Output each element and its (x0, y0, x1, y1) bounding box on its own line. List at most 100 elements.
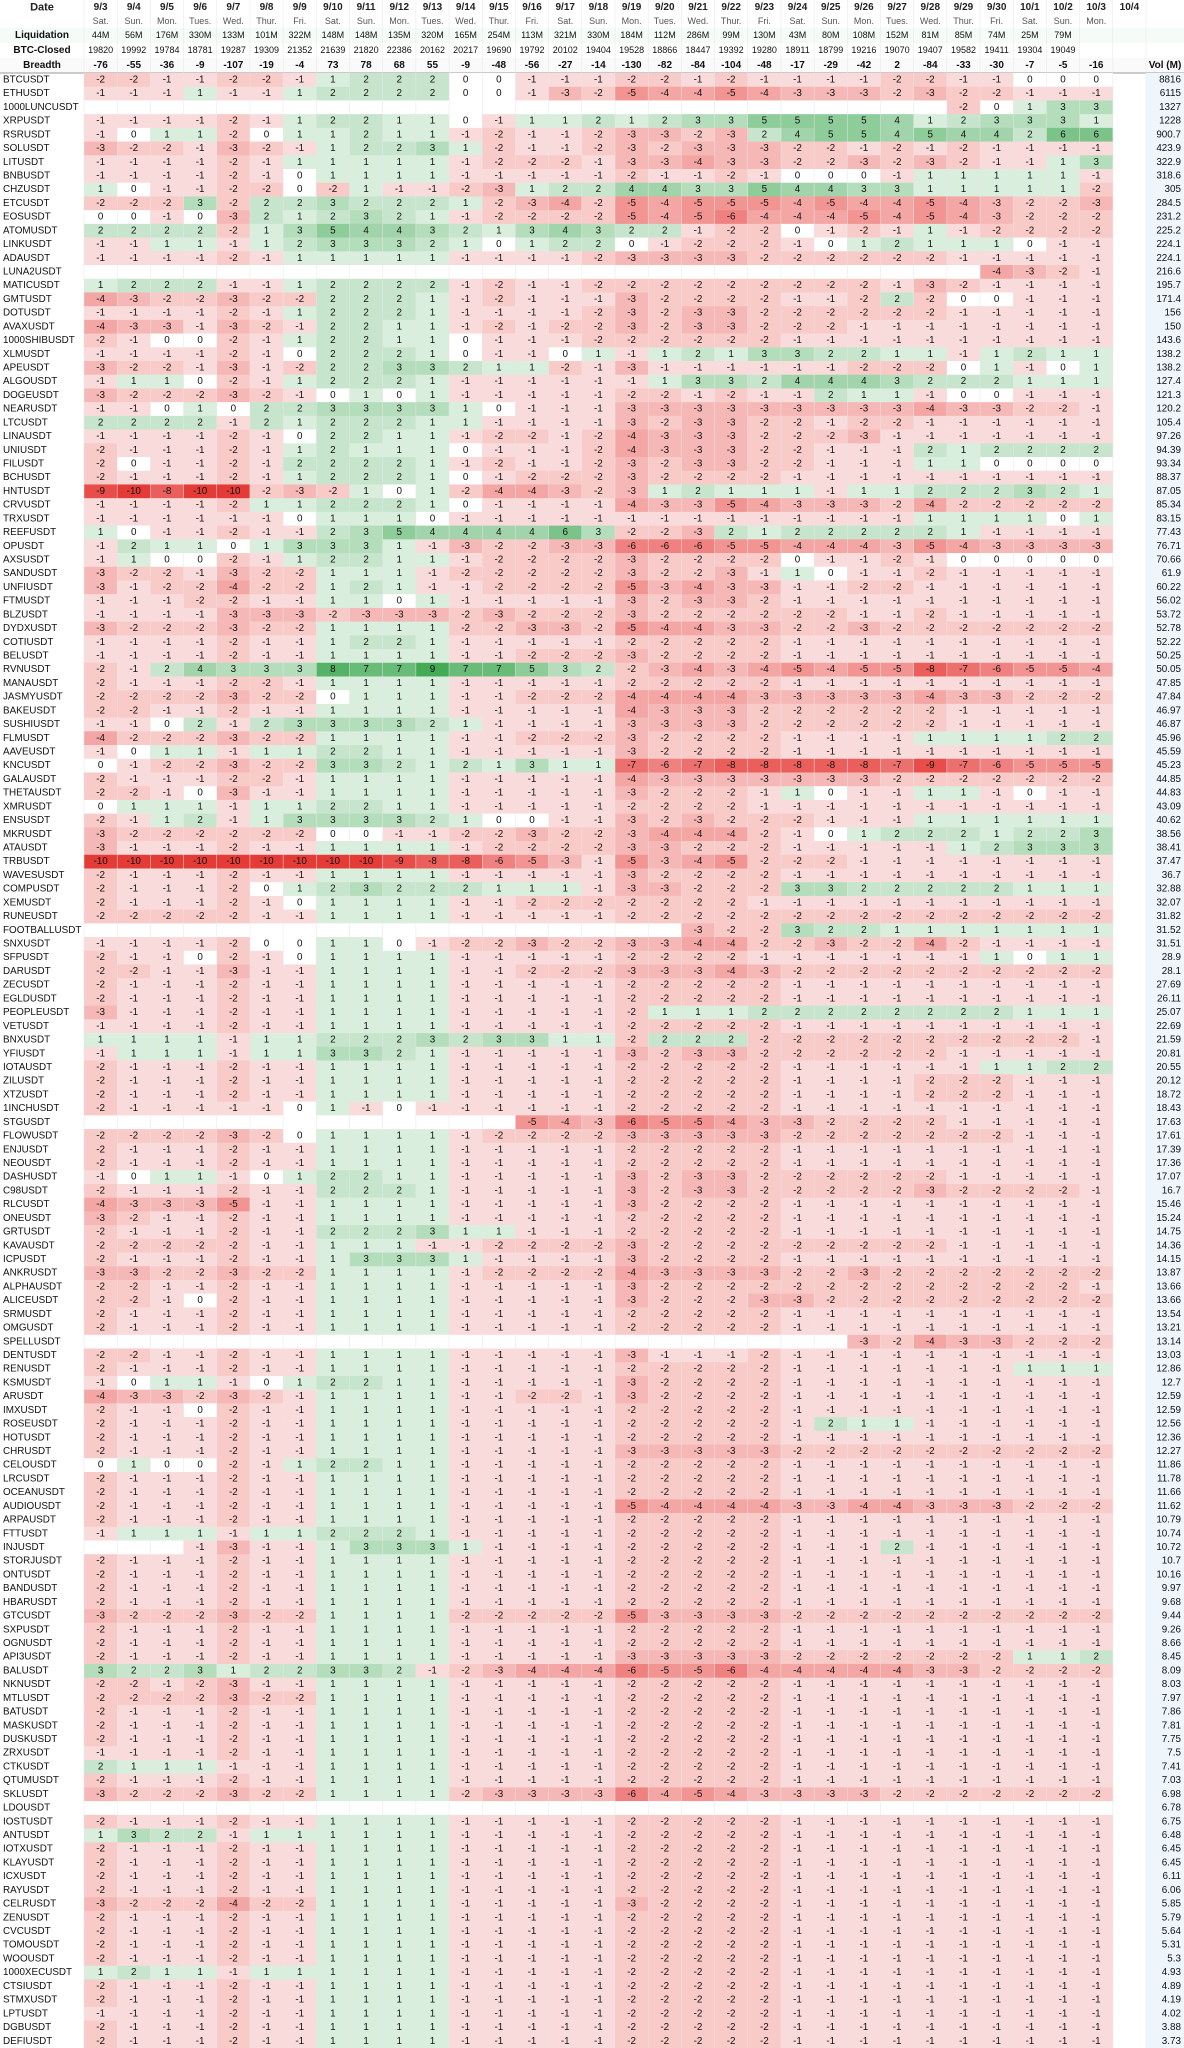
cell-value: -1 (494, 170, 503, 181)
cell-value: -1 (262, 445, 271, 456)
cell-value: -2 (96, 1062, 105, 1073)
header-date: 9/19 (622, 2, 642, 13)
cell-value: -2 (528, 966, 537, 977)
heatmap-cell (350, 100, 383, 114)
cell-value: -1 (561, 788, 570, 799)
cell-value: -2 (660, 911, 669, 922)
cell-value: -2 (528, 582, 537, 593)
cell-value: -1 (992, 1021, 1001, 1032)
cell-value: -3 (992, 404, 1001, 415)
cell-value: -3 (727, 157, 736, 168)
cell-value: 1 (1027, 184, 1032, 195)
cell-value: -1 (594, 747, 603, 758)
cell-value: 3 (695, 184, 701, 195)
breadth-value: 55 (427, 60, 439, 71)
cell-value: -3 (627, 747, 636, 758)
row-label-xrpusdt: XRPUSDT (3, 116, 50, 127)
cell-value: -2 (860, 911, 869, 922)
cell-value: -1 (129, 719, 138, 730)
cell-value: -3 (727, 321, 736, 332)
cell-value: -2 (528, 541, 537, 552)
cell-value: 5 (861, 129, 867, 140)
cell-value: -1 (229, 88, 238, 99)
cell-value: 0 (297, 349, 303, 360)
cell-value: -3 (694, 925, 703, 936)
cell-value: -1 (262, 527, 271, 538)
cell-value: -1 (1059, 637, 1068, 648)
cell-value: -2 (760, 1062, 769, 1073)
cell-value: -1 (494, 1048, 503, 1059)
cell-value: -3 (1092, 541, 1101, 552)
cell-value: -1 (860, 788, 869, 799)
cell-value: 1 (363, 843, 368, 854)
cell-value: -2 (163, 390, 172, 401)
vol-value: 44.85 (1156, 774, 1181, 785)
cell-value: -1 (163, 774, 172, 785)
cell-value: -5 (627, 198, 636, 209)
cell-value: -1 (129, 760, 138, 771)
cell-value: -1 (96, 88, 105, 99)
cell-value: -1 (494, 417, 503, 428)
cell-value: -3 (893, 404, 902, 415)
cell-value: -2 (694, 609, 703, 620)
cell-value: -2 (760, 1089, 769, 1100)
cell-value: -1 (196, 500, 205, 511)
cell-value: -2 (229, 637, 238, 648)
cell-value: -1 (295, 74, 304, 85)
breadth-value: -42 (857, 60, 872, 71)
cell-value: -1 (262, 157, 271, 168)
cell-value: 2 (363, 582, 368, 593)
cell-value: 3 (728, 376, 734, 387)
heatmap-cell (549, 923, 582, 937)
cell-value: 1 (928, 116, 933, 127)
cell-value: 1 (397, 705, 402, 716)
cell-value: -2 (96, 1089, 105, 1100)
cell-value: -2 (926, 308, 935, 319)
cell-value: -1 (893, 815, 902, 826)
cell-value: 1 (596, 760, 601, 771)
heatmap-cell (914, 100, 947, 114)
heatmap-cell (316, 100, 349, 114)
cell-value: 3 (596, 527, 602, 538)
cell-value: -1 (561, 911, 570, 922)
cell-value: -1 (1092, 390, 1101, 401)
cell-value: 2 (928, 829, 933, 840)
cell-value: 2 (363, 500, 368, 511)
cell-value: 1 (264, 747, 269, 758)
cell-value: 2 (994, 445, 999, 456)
cell-value: -3 (694, 431, 703, 442)
cell-value: -1 (528, 637, 537, 648)
cell-value: -2 (959, 280, 968, 291)
cell-value: -2 (96, 815, 105, 826)
cell-value: -3 (660, 939, 669, 950)
cell-value: -2 (295, 829, 304, 840)
cell-value: 0 (430, 513, 436, 524)
cell-value: -1 (992, 74, 1001, 85)
cell-value: -2 (561, 843, 570, 854)
cell-value: -2 (561, 609, 570, 620)
cell-value: -1 (163, 500, 172, 511)
vol-value: 45.96 (1156, 733, 1181, 744)
cell-value: -1 (196, 445, 205, 456)
cell-value: 1 (861, 390, 866, 401)
cell-value: 2 (596, 664, 601, 675)
cell-value: 5 (529, 664, 535, 675)
liquidation-value: 176M (156, 30, 179, 40)
cell-value: 6 (1093, 129, 1099, 140)
cell-value: 1 (994, 815, 999, 826)
cell-value: 2 (397, 308, 402, 319)
cell-value: -2 (926, 719, 935, 730)
cell-value: -5 (1059, 760, 1068, 771)
cell-value: -3 (528, 829, 537, 840)
cell-value: -2 (959, 500, 968, 511)
cell-value: -1 (959, 952, 968, 963)
cell-value: -1 (494, 993, 503, 1004)
cell-value: -1 (561, 143, 570, 154)
cell-value: -1 (992, 870, 1001, 881)
cell-value: -2 (262, 733, 271, 744)
cell-value: 0 (496, 815, 502, 826)
cell-value: -1 (959, 349, 968, 360)
cell-value: -8 (860, 760, 869, 771)
header-date: 9/7 (226, 2, 240, 13)
cell-value: 2 (297, 458, 302, 469)
